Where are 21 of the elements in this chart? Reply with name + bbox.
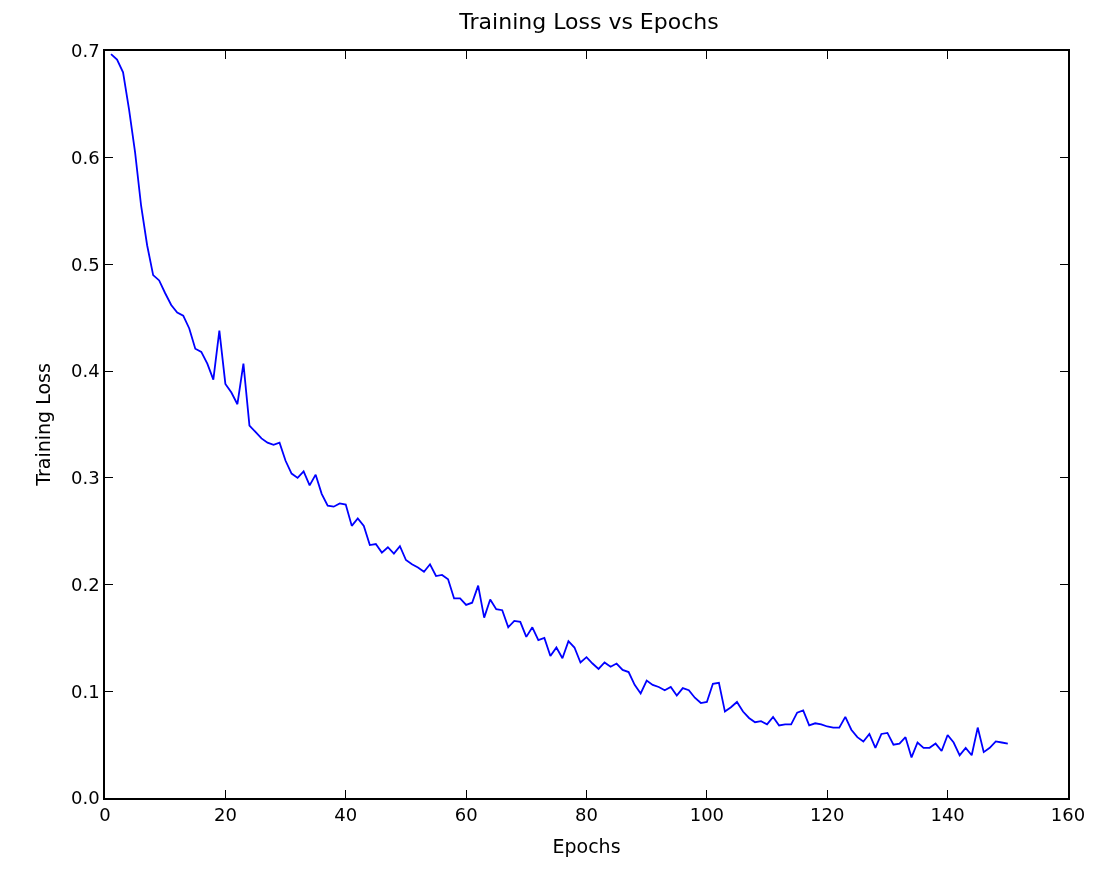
x-tick-label: 0: [99, 804, 111, 826]
y-axis-title: Training Loss: [32, 363, 55, 487]
x-tick-label: 160: [1050, 804, 1086, 826]
x-tick-label: 80: [575, 804, 598, 826]
y-tick-label: 0.0: [71, 787, 100, 809]
x-tick-label: 120: [810, 804, 845, 826]
line-series: [110, 53, 1009, 759]
y-tick-label: 0.6: [71, 147, 100, 169]
chart-title: Training Loss vs Epochs: [458, 8, 719, 34]
x-axis-title: Epochs: [552, 834, 621, 857]
y-tick-label: 0.1: [71, 680, 100, 702]
y-tick-label: 0.4: [71, 360, 100, 382]
x-tick-label: 140: [930, 804, 965, 826]
y-tick-label: 0.2: [71, 573, 100, 595]
y-tick-label: 0.3: [71, 467, 100, 489]
x-tick-label: 100: [689, 804, 725, 826]
x-tick-label: 40: [334, 804, 358, 826]
y-tick-label: 0.5: [71, 253, 100, 275]
x-tick-label: 60: [454, 804, 478, 826]
x-tick-label: 20: [213, 804, 237, 826]
y-tick-label: 0.7: [71, 40, 100, 62]
